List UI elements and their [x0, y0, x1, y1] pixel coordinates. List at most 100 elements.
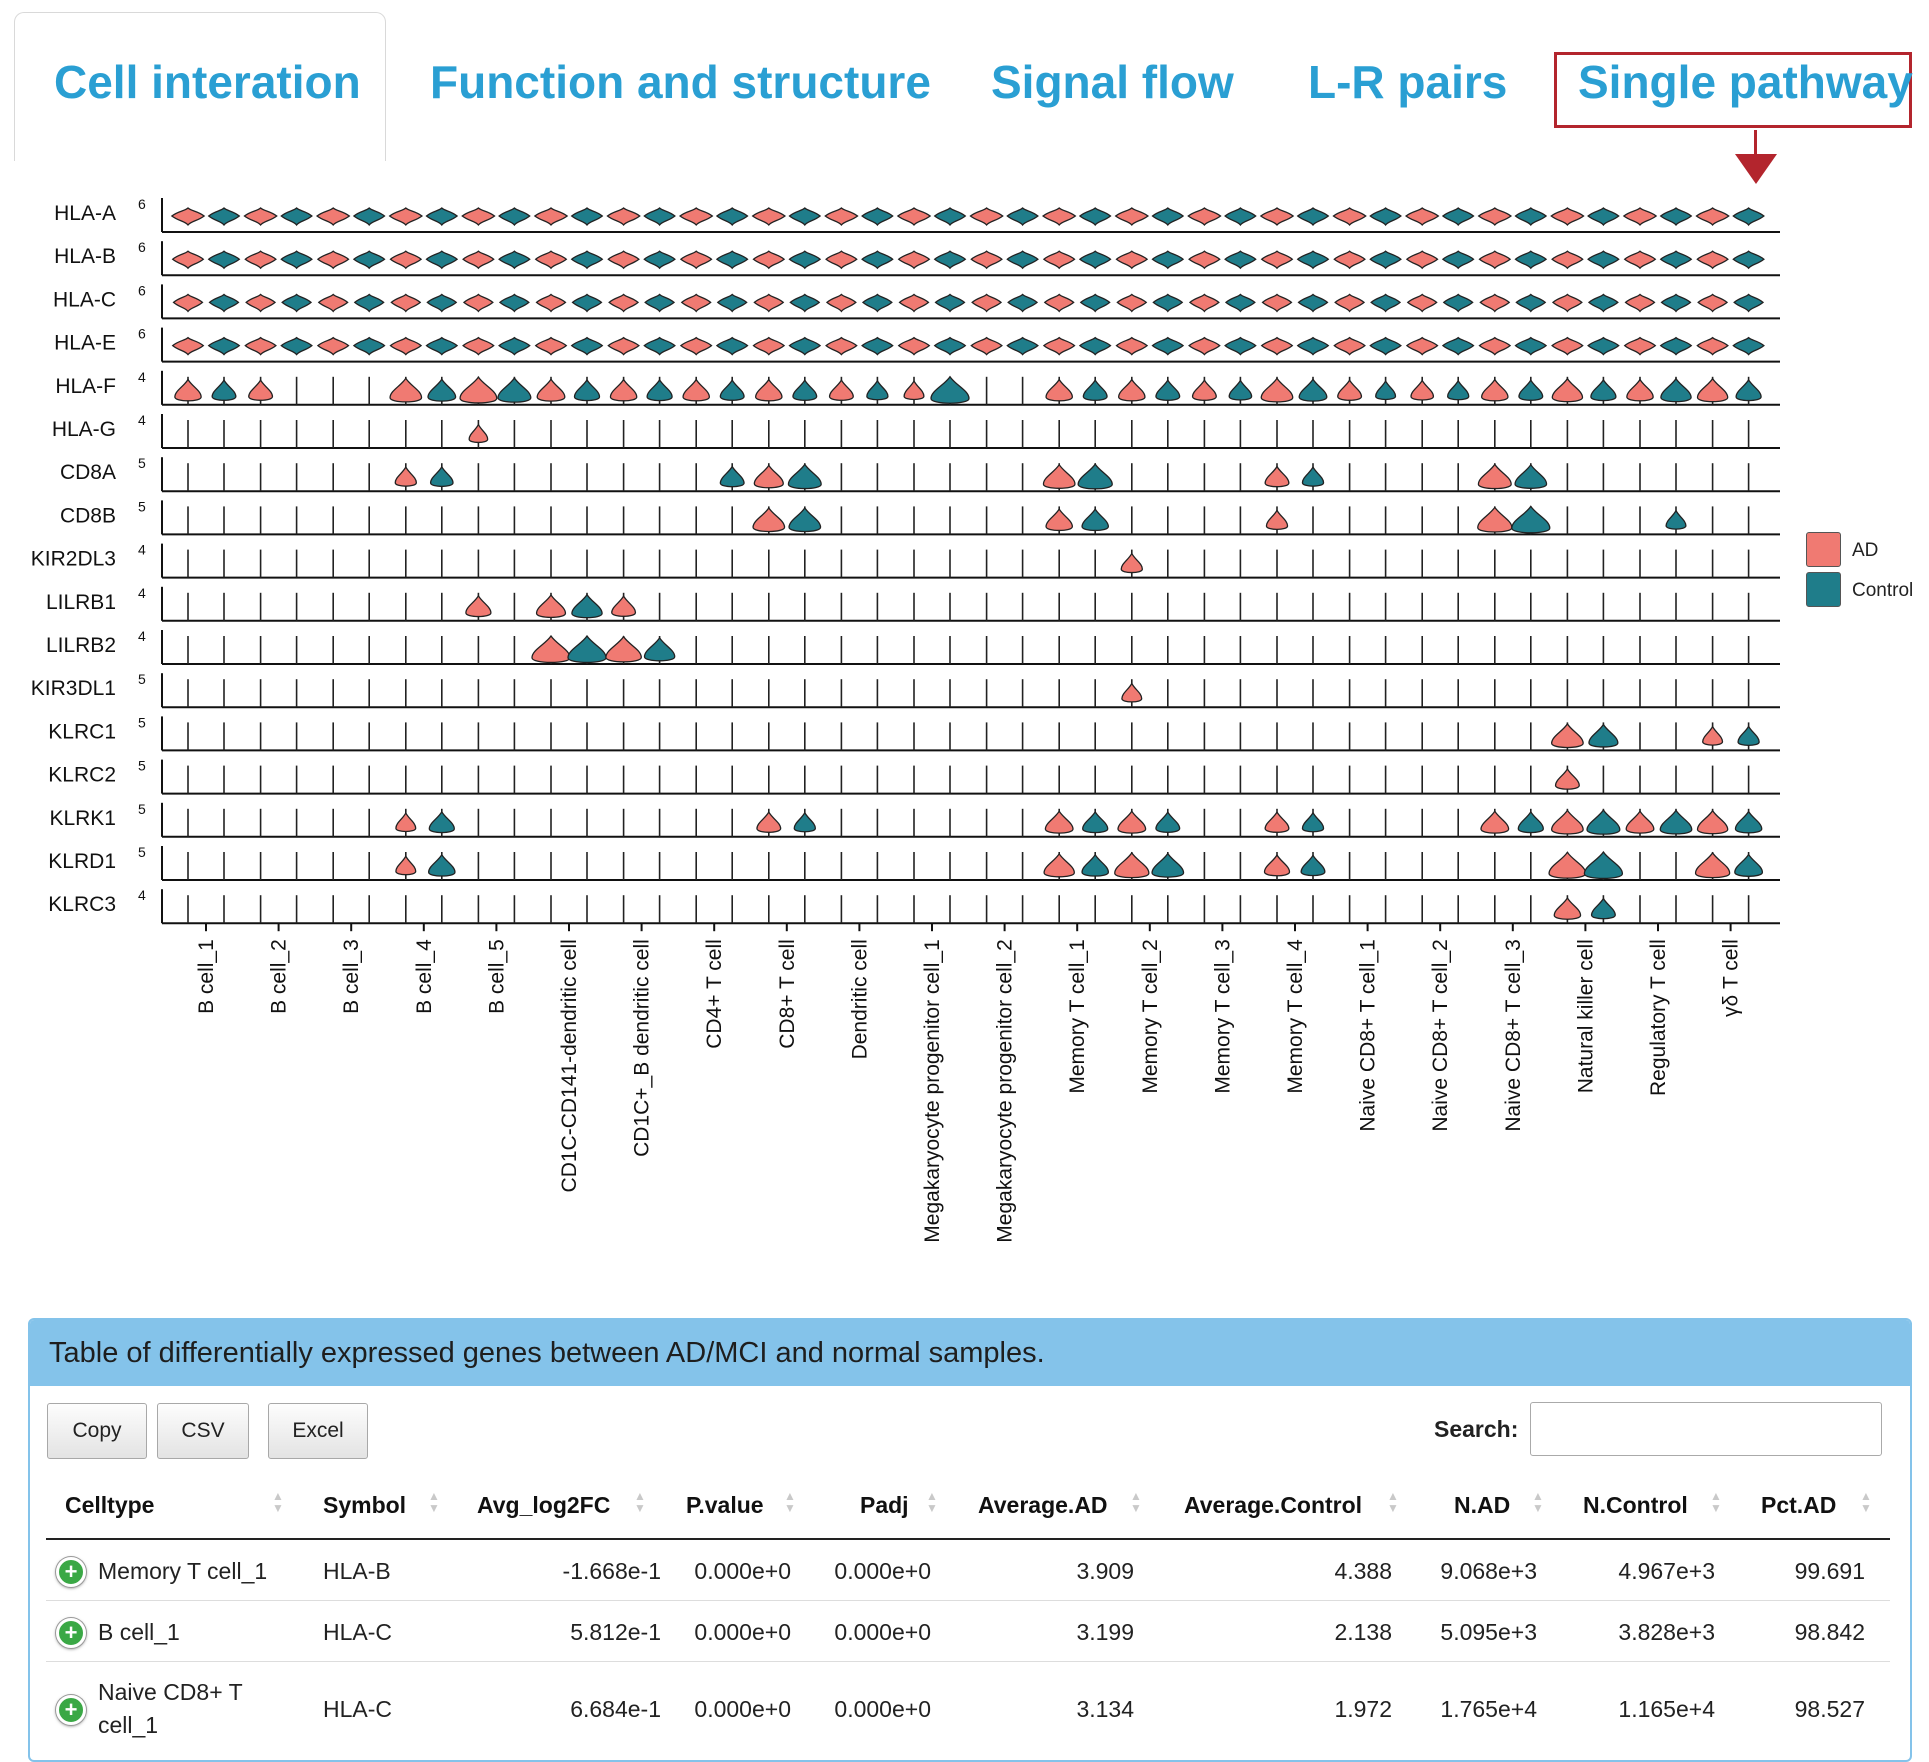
legend-label-control: Control [1852, 580, 1914, 601]
tab-lr-pairs[interactable]: L-R pairs [1308, 56, 1508, 108]
violin-control [1732, 250, 1765, 270]
column-header-avg-log2fc[interactable]: Avg_log2FC [477, 1492, 611, 1518]
violin-control [573, 378, 601, 402]
violin-ad [1625, 809, 1655, 834]
violin-ad [1404, 207, 1440, 227]
violin-control [498, 207, 531, 227]
sort-icon[interactable]: ▲ ▼ [926, 1489, 938, 1515]
copy-button[interactable]: Copy [47, 1403, 147, 1459]
violin-ad [1191, 378, 1217, 401]
tab-single-pathway[interactable]: Single pathway [1578, 56, 1913, 108]
column-header-padj[interactable]: Padj [860, 1492, 909, 1518]
sort-icon[interactable]: ▲ ▼ [272, 1489, 284, 1515]
sort-icon[interactable]: ▲ ▼ [1532, 1489, 1544, 1515]
tab-function-and-structure[interactable]: Function and structure [430, 56, 931, 108]
violin-control [643, 336, 676, 356]
violin-ad [1410, 379, 1435, 401]
column-header-pvalue[interactable]: P.value [686, 1492, 764, 1518]
sort-icon[interactable]: ▲ ▼ [428, 1489, 440, 1515]
x-tick-label: Regulatory T cell [1647, 939, 1670, 1096]
violin-control [1224, 293, 1256, 313]
violin-ad [825, 336, 858, 356]
violin-ad [1337, 378, 1363, 401]
violin-control [570, 250, 604, 270]
excel-button[interactable]: Excel [268, 1403, 368, 1459]
violin-ad [1695, 207, 1730, 227]
violin-control [567, 634, 607, 664]
violin-ad [1477, 506, 1513, 533]
violin-ad [1264, 810, 1290, 833]
violin-ad [1041, 207, 1077, 227]
search-label: Search: [1434, 1416, 1519, 1442]
tab-cell-interation[interactable]: Cell interation [54, 56, 361, 108]
violin-control [1298, 377, 1328, 402]
violin-ad [1114, 851, 1150, 879]
sort-icon[interactable]: ▲ ▼ [634, 1489, 646, 1515]
violin-ad [1623, 336, 1657, 356]
x-tick-label: B cell_2 [268, 939, 291, 1014]
violin-ad [462, 293, 494, 313]
stacked-violin-plot: HLA-A 6 HLA-B 6 HLA-C 6 HLA-E 6 HLA-F 4 HLA-G 4 CD8A… [31, 196, 1780, 1243]
violin-ad [461, 207, 496, 227]
violin-ad [1117, 809, 1147, 834]
column-header-average-ad[interactable]: Average.AD [978, 1492, 1108, 1518]
violin-control [352, 336, 386, 356]
violin-control [428, 810, 455, 834]
column-header-pct-ad[interactable]: Pct.AD [1761, 1492, 1837, 1518]
sort-icon[interactable]: ▲ ▼ [1860, 1489, 1872, 1515]
x-tick-label: CD4+ T cell [703, 939, 726, 1049]
violin-control [425, 207, 459, 227]
violin-control [429, 465, 454, 488]
violin-control [1228, 379, 1253, 401]
violin-ad [1548, 851, 1587, 879]
cell-celltype: B cell_1 [98, 1619, 180, 1645]
violin-ad [1261, 293, 1293, 313]
violin-control [1442, 293, 1474, 313]
violin-ad [1551, 293, 1583, 313]
table-row[interactable]: + Naive CD8+ T cell_1 HLA-C 6.684e-1 0.0… [46, 1662, 1890, 1752]
y-max-label: 5 [138, 498, 146, 514]
violin-ad [394, 465, 418, 487]
csv-button[interactable]: CSV [157, 1403, 249, 1459]
violin-control [1369, 250, 1402, 270]
violin-control [1151, 336, 1185, 356]
violin-ad [1115, 250, 1149, 270]
violin-control [1081, 853, 1110, 877]
violin-control [280, 250, 313, 270]
sort-icon[interactable]: ▲ ▼ [1130, 1489, 1142, 1515]
column-header-average-control[interactable]: Average.Control [1184, 1492, 1363, 1518]
violin-ad [824, 207, 859, 227]
violin-ad [174, 378, 202, 402]
sort-icon[interactable]: ▲ ▼ [784, 1489, 796, 1515]
sort-icon[interactable]: ▲ ▼ [1387, 1489, 1399, 1515]
column-header-n-ad[interactable]: N.AD [1454, 1492, 1511, 1518]
violin-control [1732, 336, 1765, 356]
expand-row-icon[interactable]: + [56, 1557, 86, 1587]
expand-row-icon[interactable]: + [56, 1618, 86, 1648]
violin-ad [1264, 465, 1290, 488]
violin-ad [1702, 725, 1724, 746]
search-input[interactable] [1530, 1402, 1882, 1456]
y-max-label: 4 [138, 628, 146, 644]
violin-ad [388, 207, 424, 227]
table-row[interactable]: + B cell_1 HLA-C 5.812e-1 0.000e+0 0.000… [46, 1601, 1890, 1662]
violin-control [1151, 852, 1185, 878]
cell-average-control: 2.138 [1334, 1619, 1392, 1645]
table-row[interactable]: + Memory T cell_1 HLA-B -1.668e-1 0.000e… [46, 1540, 1890, 1601]
violin-ad [531, 634, 571, 664]
violin-ad [903, 379, 925, 401]
y-max-label: 6 [138, 326, 146, 342]
violin-ad [1265, 508, 1289, 531]
sort-icon[interactable]: ▲ ▼ [1710, 1489, 1722, 1515]
column-header-n-control[interactable]: N.Control [1583, 1492, 1688, 1518]
column-header-symbol[interactable]: Symbol [323, 1492, 407, 1518]
violin-control [1006, 250, 1039, 270]
violin-ad [897, 336, 931, 356]
violin-ad [970, 336, 1003, 356]
expand-row-icon[interactable]: + [56, 1695, 86, 1725]
tab-signal-flow[interactable]: Signal flow [991, 56, 1234, 108]
violin-ad [898, 293, 930, 313]
column-header-celltype[interactable]: Celltype [65, 1492, 155, 1518]
violin-control [1006, 336, 1039, 356]
violin-control [1659, 250, 1693, 270]
